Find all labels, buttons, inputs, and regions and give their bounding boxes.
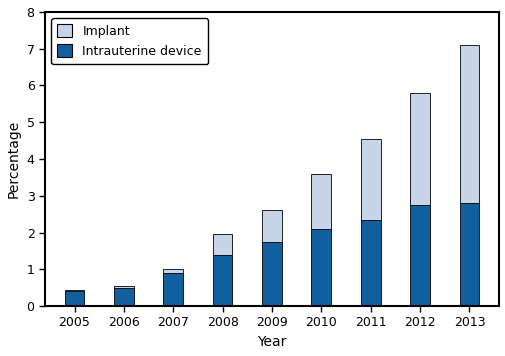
Bar (262, 242, 281, 306)
Bar (114, 288, 133, 306)
Bar (163, 269, 183, 273)
Bar (360, 220, 380, 306)
Bar (114, 286, 133, 288)
Bar (311, 229, 331, 306)
Bar (65, 291, 84, 306)
Bar (163, 273, 183, 306)
Bar (360, 139, 380, 220)
Bar (410, 93, 429, 205)
Legend: Implant, Intrauterine device: Implant, Intrauterine device (51, 18, 208, 64)
Bar (459, 203, 478, 306)
Y-axis label: Percentage: Percentage (7, 120, 21, 198)
Bar (212, 234, 232, 255)
Bar (212, 255, 232, 306)
X-axis label: Year: Year (257, 335, 286, 349)
Bar (262, 210, 281, 242)
Bar (459, 45, 478, 203)
Bar (311, 174, 331, 229)
Bar (65, 290, 84, 291)
Bar (410, 205, 429, 306)
